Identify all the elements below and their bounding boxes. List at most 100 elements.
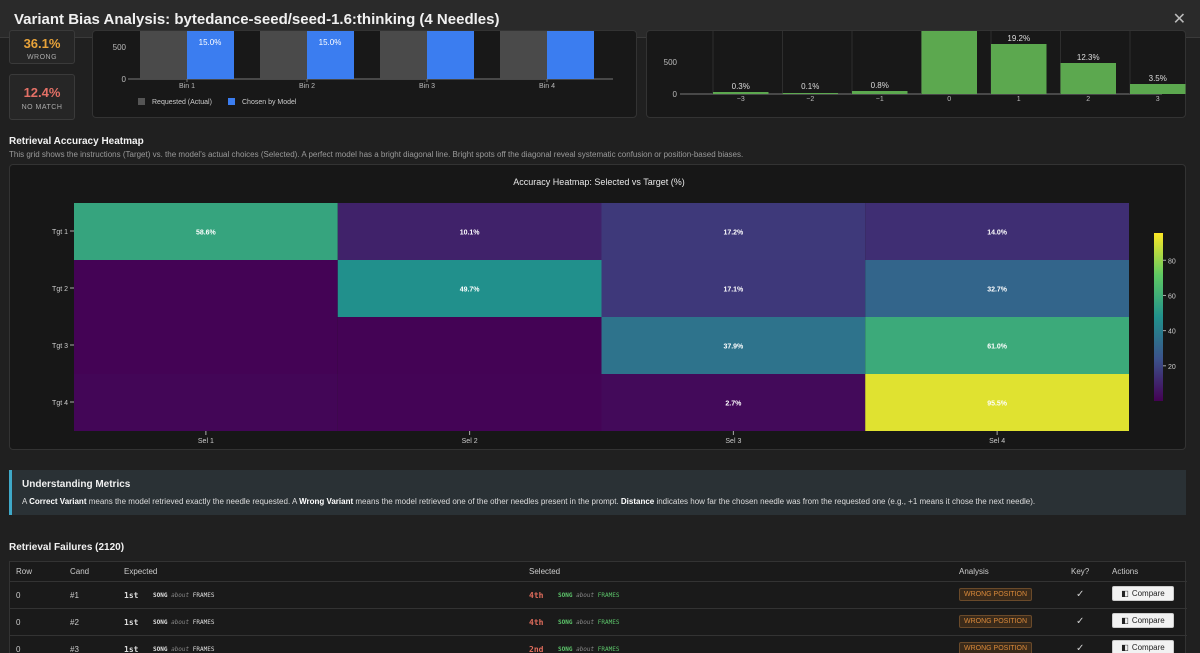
dist-bar	[782, 93, 838, 94]
info-bold-wrong: Wrong Variant	[299, 497, 354, 506]
dist-bar-label: 0.1%	[801, 82, 819, 91]
dist-bar-label: 0.8%	[871, 81, 889, 90]
analysis-badge: WRONG POSITION	[959, 615, 1032, 628]
heatmap-cell	[337, 374, 602, 431]
compare-label: Compare	[1131, 643, 1165, 652]
cell-expected-ordinal: 1st	[124, 591, 139, 600]
distance-chart: 500 0 0.3% −3 0.1% −2 0.8% −1 0 19.2% 1 12.3% 2 3.5…	[664, 24, 1200, 103]
bin-chart-panel: 500 0 15.0% Bin 1 15.0% Bin 2 Bin 3 Bin 4 Req…	[92, 30, 637, 118]
dist-y-tick-0: 0	[673, 90, 678, 99]
key-check-icon: ✓	[1076, 643, 1085, 653]
stat-no-match: 12.4% NO MATCH	[9, 74, 75, 120]
heatmap-cell-label: 58.6%	[196, 230, 217, 237]
sel-frames: FRAMES	[597, 646, 620, 653]
heatmap-col-label: Sel 1	[198, 438, 214, 445]
bin-x-label: Bin 4	[539, 83, 555, 90]
col-header-cand: Cand	[70, 567, 90, 576]
dist-bar	[852, 91, 908, 94]
exp-about: about	[171, 619, 190, 626]
cell-selected-needle: SONG about FRAMES	[558, 619, 619, 626]
compare-label: Compare	[1131, 616, 1165, 625]
heatmap-cell	[865, 317, 1129, 374]
heatmap-panel: Accuracy Heatmap: Selected vs Target (%)…	[9, 164, 1186, 450]
heatmap-cell-label: 32.7%	[987, 287, 1008, 294]
dist-bar-label: 19.2%	[1007, 34, 1030, 43]
dist-x-label: −2	[806, 96, 814, 103]
heatmap-cell	[337, 203, 602, 260]
bin-requested-bar	[500, 31, 547, 79]
failures-table: Row Cand Expected Selected Analysis Key?…	[9, 561, 1187, 653]
col-header-selected: Selected	[529, 567, 561, 576]
cell-selected-ordinal: 2nd	[529, 645, 544, 653]
metrics-info-text: A Correct Variant means the model retrie…	[22, 497, 1035, 506]
modal-title: Variant Bias Analysis: bytedance-seed/se…	[14, 11, 500, 28]
key-check-icon: ✓	[1076, 616, 1085, 627]
key-check-icon: ✓	[1076, 589, 1085, 600]
exp-frames: FRAMES	[192, 646, 215, 653]
dist-bar-label: 12.3%	[1077, 53, 1100, 62]
exp-song: SONG	[153, 646, 168, 653]
cell-expected-needle: SONG about FRAMES	[153, 646, 214, 653]
col-header-row: Row	[16, 567, 33, 576]
heatmap-row-label: Tgt 4	[52, 400, 68, 407]
info-text-4: indicates how far the chosen needle was …	[654, 497, 1036, 506]
table-row: 0 #3 1st SONG about FRAMES 2nd SONG abou…	[10, 635, 1187, 653]
compare-button[interactable]: ◧ Compare	[1112, 613, 1174, 628]
compare-icon: ◧	[1121, 643, 1129, 652]
stat-wrong-value: 36.1%	[23, 36, 61, 51]
colorbar-tick-label: 60	[1168, 293, 1176, 300]
bin-chosen-bar	[187, 31, 234, 79]
compare-button[interactable]: ◧ Compare	[1112, 586, 1174, 601]
cell-row: 0	[16, 645, 21, 653]
close-icon[interactable]: ✕	[1172, 11, 1186, 28]
failures-title: Retrieval Failures (2120)	[9, 542, 125, 553]
heatmap-cell	[601, 317, 866, 374]
heatmap-cell	[601, 260, 866, 317]
dist-y-tick-500: 500	[664, 58, 678, 67]
bin-chart: 500 0 15.0% Bin 1 15.0% Bin 2 Bin 3 Bin 4 Req…	[113, 31, 613, 106]
heatmap-cell	[74, 374, 338, 431]
info-bold-distance: Distance	[620, 497, 655, 506]
stat-wrong-label: WRONG	[26, 54, 58, 61]
stat-no-match-label: NO MATCH	[21, 104, 63, 111]
legend-chosen-swatch	[228, 98, 235, 105]
col-header-expected: Expected	[124, 567, 158, 576]
exp-frames: FRAMES	[192, 619, 215, 626]
heatmap-cell	[74, 260, 338, 317]
sel-frames: FRAMES	[597, 592, 620, 599]
exp-song: SONG	[153, 619, 168, 626]
bin-chosen-bar	[427, 31, 474, 79]
bin-chosen-bar	[547, 31, 594, 79]
info-text-3: means the model retrieved one of the oth…	[353, 497, 621, 506]
cell-expected-ordinal: 1st	[124, 618, 139, 627]
heatmap-cell-label: 17.2%	[723, 230, 744, 237]
colorbar-tick-label: 40	[1168, 329, 1176, 336]
info-text-1: A	[22, 497, 30, 506]
dist-bar	[1060, 63, 1116, 94]
sel-song: SONG	[558, 646, 573, 653]
heatmap-col-label: Sel 4	[989, 438, 1005, 445]
sel-about: about	[576, 646, 595, 653]
dist-bar	[921, 24, 977, 94]
distance-chart-panel: 500 0 0.3% −3 0.1% −2 0.8% −1 0 19.2% 1 12.3% 2 3.5…	[646, 24, 1200, 118]
colorbar-tick-label: 20	[1168, 364, 1176, 371]
stat-no-match-value: 12.4%	[23, 85, 61, 100]
heatmap-cell-label: 95.5%	[987, 401, 1008, 408]
heatmap-cell	[74, 203, 338, 260]
sel-song: SONG	[558, 592, 573, 599]
bin-chosen-label: 15.0%	[199, 38, 222, 47]
bin-requested-bar	[260, 31, 307, 79]
bin-y-tick-0: 0	[122, 75, 127, 84]
cell-selected-ordinal: 4th	[529, 618, 544, 627]
metrics-info-title: Understanding Metrics	[22, 479, 131, 490]
metrics-info-box: Understanding Metrics A Correct Variant …	[9, 470, 1186, 515]
compare-icon: ◧	[1121, 589, 1129, 598]
col-header-analysis: Analysis	[959, 567, 989, 576]
analysis-badge: WRONG POSITION	[959, 642, 1032, 653]
heatmap-cell	[601, 203, 866, 260]
compare-button[interactable]: ◧ Compare	[1112, 640, 1174, 653]
legend-chosen-label: Chosen by Model	[242, 99, 297, 106]
dist-bar	[713, 92, 769, 94]
bin-x-label: Bin 3	[419, 83, 435, 90]
